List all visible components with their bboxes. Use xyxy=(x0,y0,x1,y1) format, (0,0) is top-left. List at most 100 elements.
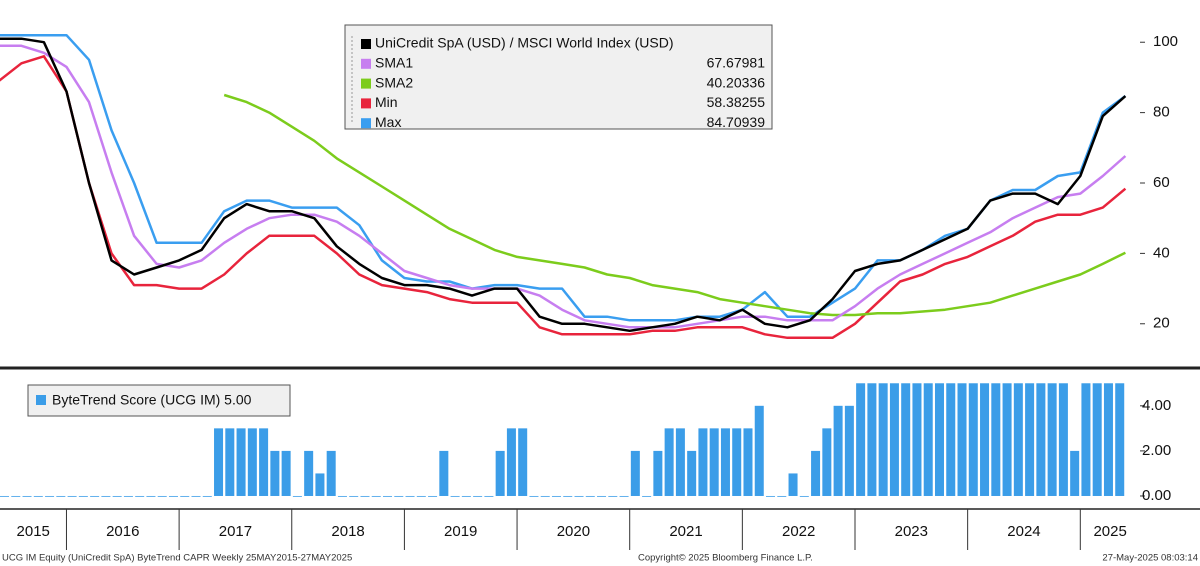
x-tick-label: 2020 xyxy=(557,523,590,540)
bar xyxy=(394,495,404,497)
bar xyxy=(428,495,438,497)
bar xyxy=(529,495,539,497)
plot xyxy=(0,33,1127,497)
x-tick-label: 2018 xyxy=(331,523,364,540)
bar xyxy=(1025,383,1035,496)
legend-value: 84.70939 xyxy=(707,114,766,130)
bar xyxy=(157,495,167,497)
bar xyxy=(1092,383,1102,496)
bar xyxy=(518,428,528,496)
bar xyxy=(968,383,978,496)
x-tick-label: 2023 xyxy=(895,523,928,540)
bar xyxy=(1115,383,1125,496)
bar xyxy=(653,450,663,496)
series-line xyxy=(223,93,1126,317)
bar xyxy=(619,495,629,497)
bar xyxy=(304,450,314,496)
legend-value: 67.67981 xyxy=(707,55,766,71)
bar xyxy=(912,383,922,496)
x-tick-label: 2024 xyxy=(1007,523,1040,540)
bar xyxy=(202,495,212,497)
legend-swatch xyxy=(361,78,371,89)
bar xyxy=(292,495,302,497)
bar xyxy=(270,450,280,496)
y-tick-label: 80 xyxy=(1153,104,1170,121)
bar xyxy=(743,428,753,496)
y-tick-label: 100 xyxy=(1153,33,1178,50)
y-tick-label: 20 xyxy=(1153,315,1170,332)
bar xyxy=(822,428,832,496)
x-tick-label: 2021 xyxy=(669,523,702,540)
y-tick-label: 60 xyxy=(1153,174,1170,191)
x-tick-label: 2025 xyxy=(1093,523,1126,540)
bar xyxy=(867,383,877,496)
bar xyxy=(574,495,584,497)
legend-top xyxy=(344,24,773,130)
legend-label: Min xyxy=(375,94,398,110)
bar xyxy=(22,495,32,497)
bar xyxy=(766,495,776,497)
bar xyxy=(856,383,866,496)
footer-center: Copyright© 2025 Bloomberg Finance L.P. xyxy=(638,553,813,564)
bar xyxy=(326,450,336,496)
legend-label: Max xyxy=(375,114,401,130)
bar xyxy=(675,428,685,496)
bar xyxy=(90,495,100,497)
bar xyxy=(281,450,291,496)
bar xyxy=(67,495,77,497)
bar xyxy=(551,495,561,497)
bar xyxy=(45,495,55,497)
bar xyxy=(923,383,933,496)
bar xyxy=(383,495,393,497)
footer-right: 27-May-2025 08:03:14 xyxy=(1102,553,1198,564)
bar xyxy=(450,495,460,497)
bar xyxy=(732,428,742,496)
bar xyxy=(1058,383,1068,496)
bar xyxy=(563,495,573,497)
footer-left: UCG IM Equity (UniCredit SpA) ByteTrend … xyxy=(2,553,352,564)
legend-value: 40.20336 xyxy=(707,74,766,90)
bar xyxy=(101,495,111,497)
bar xyxy=(56,495,66,497)
bar xyxy=(720,428,730,496)
bar xyxy=(439,450,449,496)
bar xyxy=(236,428,246,496)
bar xyxy=(946,383,956,496)
bar xyxy=(844,405,854,496)
bar xyxy=(878,383,888,496)
bar xyxy=(585,495,595,497)
x-tick-label: 2019 xyxy=(444,523,477,540)
bar xyxy=(506,428,516,496)
bar xyxy=(833,405,843,496)
bar xyxy=(754,405,764,496)
bar xyxy=(991,383,1001,496)
bar xyxy=(0,495,10,497)
legend-items: UniCredit SpA (USD) / MSCI World Index (… xyxy=(36,35,765,408)
x-tick-label: 2017 xyxy=(219,523,252,540)
bar xyxy=(698,428,708,496)
bar xyxy=(687,450,697,496)
bar xyxy=(1013,383,1023,496)
x-tick-label: 2022 xyxy=(782,523,815,540)
x-tick-label: 2016 xyxy=(106,523,139,540)
bar xyxy=(484,495,494,497)
legend-box xyxy=(344,24,773,130)
bar xyxy=(1081,383,1091,496)
bar xyxy=(225,428,235,496)
bar xyxy=(540,495,550,497)
bar xyxy=(247,428,257,496)
bar xyxy=(597,495,607,497)
bar xyxy=(811,450,821,496)
series-line xyxy=(0,44,1127,329)
bar xyxy=(259,428,269,496)
legend-label: SMA1 xyxy=(375,55,413,71)
bar xyxy=(980,383,990,496)
bar xyxy=(168,495,178,497)
bar xyxy=(630,450,640,496)
bar xyxy=(337,495,347,497)
bar xyxy=(146,495,156,497)
bar xyxy=(664,428,674,496)
legend-swatch xyxy=(361,58,371,69)
legend-swatch xyxy=(361,98,371,109)
